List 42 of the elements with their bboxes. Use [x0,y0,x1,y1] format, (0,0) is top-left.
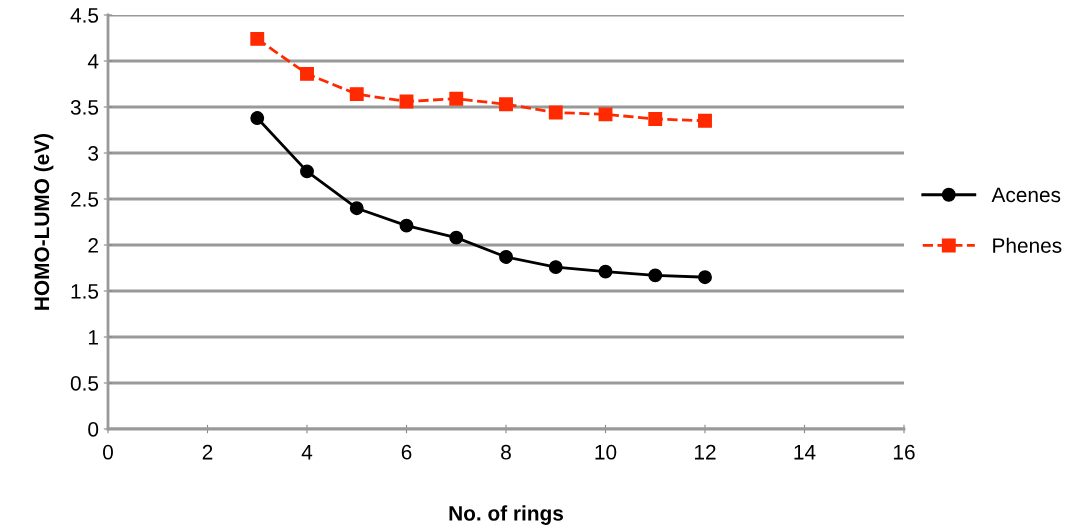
point [648,112,663,126]
point [698,113,712,128]
y-tick-label: 0.5 [70,376,99,391]
y-tick-label: 1.5 [71,284,99,299]
point [250,31,265,46]
point [449,91,464,106]
y-tick-label: 2 [88,238,98,253]
point [399,218,414,233]
x-tick-label: 6 [401,444,412,460]
y-tick-label: 1 [88,330,98,345]
point [499,97,513,112]
x-tick-label: 8 [501,444,511,460]
y-tick-label: 2.5 [71,192,99,207]
x-tick-label: 14 [794,445,816,460]
x-axis-title: No. of rings [449,505,564,525]
point [548,260,563,275]
point [300,66,314,81]
x-tick-label: 2 [202,444,213,460]
point [349,201,364,216]
point [449,230,464,245]
point [648,268,663,283]
y-tick-label: 3.5 [70,100,99,115]
point [598,107,613,122]
x-tick-label: 0 [103,444,113,460]
point [698,270,712,285]
point [548,105,563,120]
y-tick-label: 0 [88,422,99,437]
point [598,264,613,279]
x-tick-label: 16 [894,444,915,460]
x-tick-label: 4 [301,445,313,460]
y-tick-label: 3 [88,146,99,161]
x-tick-label: 12 [695,444,716,460]
legend-label: Acenes [991,187,1061,203]
point [499,250,513,264]
point [300,164,314,179]
x-tick-label: 10 [595,444,617,460]
point [349,87,364,102]
y-axis-title: HOMO-LUMO (eV) [33,133,54,310]
y-tick-label: 4.5 [70,8,99,23]
y-tick-label: 4 [87,54,99,69]
point [250,111,265,125]
legend-label: Phenes [993,237,1062,253]
